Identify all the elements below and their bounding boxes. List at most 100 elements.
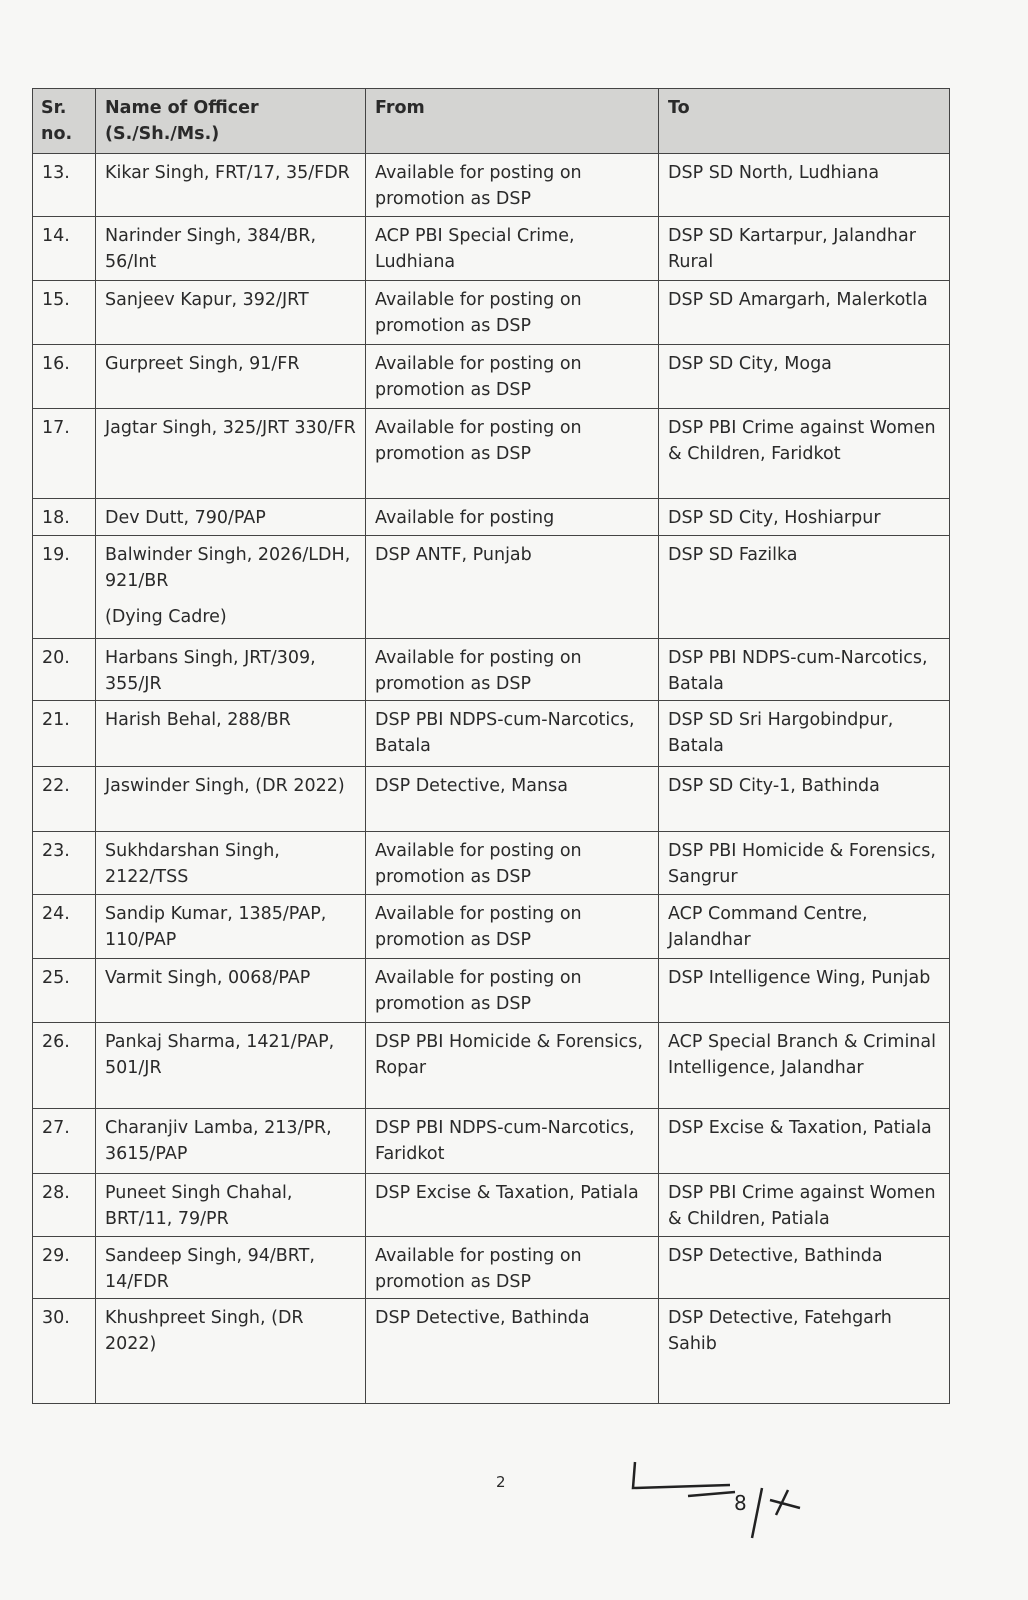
sr-no-cell: 15. bbox=[32, 280, 96, 345]
table-row: 22. Jaswinder Singh, (DR 2022) DSP Detecti… bbox=[32, 766, 950, 832]
sr-no-cell-text: 27. bbox=[42, 1118, 70, 1138]
to-cell: DSP Detective, Fatehgarh Sahib bbox=[658, 1298, 950, 1404]
sr-no-cell: 18. bbox=[32, 498, 96, 536]
sr-no-cell-text: 18. bbox=[42, 508, 70, 528]
sr-no-cell: 28. bbox=[32, 1173, 96, 1237]
to-cell-text: DSP SD Fazilka bbox=[668, 545, 798, 565]
header-from: From bbox=[365, 88, 659, 154]
header-name: Name of Officer (S./Sh./Ms.) bbox=[95, 88, 366, 154]
from-cell-text: Available for posting on promotion as DS… bbox=[375, 163, 582, 209]
sr-no-cell-text: 16. bbox=[42, 354, 70, 374]
from-cell: Available for posting on promotion as DS… bbox=[365, 831, 659, 895]
officer-name-cell: Charanjiv Lamba, 213/PR, 3615/PAP bbox=[95, 1108, 366, 1174]
from-cell-text: ACP PBI Special Crime, Ludhiana bbox=[375, 226, 575, 272]
sr-no-cell-text: 29. bbox=[42, 1246, 70, 1266]
officer-name-cell: Dev Dutt, 790/PAP bbox=[95, 498, 366, 536]
officer-name-cell: Harbans Singh, JRT/309, 355/JR bbox=[95, 638, 366, 701]
officer-name-cell-text: Kikar Singh, FRT/17, 35/FDR bbox=[105, 163, 350, 183]
table-header-row: Sr. no. Name of Officer (S./Sh./Ms.) Fro… bbox=[32, 88, 950, 154]
from-cell-text: Available for posting on promotion as DS… bbox=[375, 354, 582, 400]
to-cell-text: DSP SD City, Hoshiarpur bbox=[668, 508, 881, 528]
sr-no-cell-text: 28. bbox=[42, 1183, 70, 1203]
from-cell: Available for posting on promotion as DS… bbox=[365, 153, 659, 217]
svg-text:8: 8 bbox=[734, 1491, 747, 1515]
from-cell-text: DSP PBI Homicide & Forensics, Ropar bbox=[375, 1032, 643, 1078]
table-row: 18. Dev Dutt, 790/PAP Available for postin… bbox=[32, 498, 950, 536]
sr-no-cell: 13. bbox=[32, 153, 96, 217]
to-cell-text: DSP SD Kartarpur, Jalandhar Rural bbox=[668, 226, 916, 272]
officer-name-cell-text: Jaswinder Singh, (DR 2022) bbox=[105, 776, 345, 796]
officer-name-cell-text: Puneet Singh Chahal, BRT/11, 79/PR bbox=[105, 1183, 293, 1229]
to-cell: DSP SD City-1, Bathinda bbox=[658, 766, 950, 832]
from-cell-text: DSP Excise & Taxation, Patiala bbox=[375, 1183, 639, 1203]
sr-no-cell: 23. bbox=[32, 831, 96, 895]
from-cell-text: DSP ANTF, Punjab bbox=[375, 545, 532, 565]
officer-name-cell: Sandip Kumar, 1385/PAP, 110/PAP bbox=[95, 894, 366, 959]
page-number: 2 bbox=[496, 1473, 506, 1491]
officer-name-cell-text: Charanjiv Lamba, 213/PR, 3615/PAP bbox=[105, 1118, 332, 1164]
table-row: 29. Sandeep Singh, 94/BRT, 14/FDR Availabl… bbox=[32, 1236, 950, 1299]
to-cell: DSP Intelligence Wing, Punjab bbox=[658, 958, 950, 1023]
to-cell: DSP SD North, Ludhiana bbox=[658, 153, 950, 217]
sr-no-cell: 20. bbox=[32, 638, 96, 701]
to-cell-text: DSP SD Amargarh, Malerkotla bbox=[668, 290, 928, 310]
table-row: 28. Puneet Singh Chahal, BRT/11, 79/PR DSP… bbox=[32, 1173, 950, 1237]
table-row: 15. Sanjeev Kapur, 392/JRT Available for p… bbox=[32, 280, 950, 345]
sr-no-cell-text: 15. bbox=[42, 290, 70, 310]
sr-no-cell: 30. bbox=[32, 1298, 96, 1404]
table-row: 24. Sandip Kumar, 1385/PAP, 110/PAP Availa… bbox=[32, 894, 950, 959]
to-cell: DSP PBI NDPS-cum-Narcotics, Batala bbox=[658, 638, 950, 701]
from-cell: Available for posting on promotion as DS… bbox=[365, 638, 659, 701]
from-cell-text: DSP Detective, Bathinda bbox=[375, 1308, 590, 1328]
from-cell: DSP PBI Homicide & Forensics, Ropar bbox=[365, 1022, 659, 1109]
officer-name-cell-text: Balwinder Singh, 2026/LDH, 921/BR bbox=[105, 545, 351, 591]
sr-no-cell: 22. bbox=[32, 766, 96, 832]
from-cell: Available for posting on promotion as DS… bbox=[365, 958, 659, 1023]
sr-no-cell-text: 30. bbox=[42, 1308, 70, 1328]
to-cell-text: DSP Detective, Bathinda bbox=[668, 1246, 883, 1266]
transfer-table: Sr. no. Name of Officer (S./Sh./Ms.) Fro… bbox=[32, 88, 950, 1404]
officer-name-cell-text: Jagtar Singh, 325/JRT 330/FR bbox=[105, 418, 356, 438]
table-row: 16. Gurpreet Singh, 91/FR Available for po… bbox=[32, 344, 950, 409]
officer-name-cell: Varmit Singh, 0068/PAP bbox=[95, 958, 366, 1023]
officer-name-cell: Harish Behal, 288/BR bbox=[95, 700, 366, 767]
sr-no-cell-text: 22. bbox=[42, 776, 70, 796]
to-cell: DSP SD City, Hoshiarpur bbox=[658, 498, 950, 536]
sr-no-cell-text: 19. bbox=[42, 545, 70, 565]
from-cell: Available for posting on promotion as DS… bbox=[365, 408, 659, 499]
officer-name-cell: Puneet Singh Chahal, BRT/11, 79/PR bbox=[95, 1173, 366, 1237]
to-cell-text: DSP Detective, Fatehgarh Sahib bbox=[668, 1308, 892, 1354]
officer-name-cell-text: Harish Behal, 288/BR bbox=[105, 710, 291, 730]
officer-name-cell: Narinder Singh, 384/BR, 56/Int bbox=[95, 216, 366, 281]
officer-name-cell: Sanjeev Kapur, 392/JRT bbox=[95, 280, 366, 345]
sr-no-cell: 24. bbox=[32, 894, 96, 959]
to-cell: DSP SD Sri Hargobindpur, Batala bbox=[658, 700, 950, 767]
to-cell-text: DSP PBI NDPS-cum-Narcotics, Batala bbox=[668, 648, 928, 694]
sr-no-cell-text: 24. bbox=[42, 904, 70, 924]
officer-name-cell: Jaswinder Singh, (DR 2022) bbox=[95, 766, 366, 832]
header-to: To bbox=[658, 88, 950, 154]
table-row: 26. Pankaj Sharma, 1421/PAP, 501/JR DSP PB… bbox=[32, 1022, 950, 1109]
from-cell-text: DSP PBI NDPS-cum-Narcotics, Faridkot bbox=[375, 1118, 635, 1164]
officer-name-cell: Sukhdarshan Singh, 2122/TSS bbox=[95, 831, 366, 895]
sr-no-cell: 27. bbox=[32, 1108, 96, 1174]
officer-name-cell-text: Sanjeev Kapur, 392/JRT bbox=[105, 290, 309, 310]
from-cell: DSP Detective, Mansa bbox=[365, 766, 659, 832]
from-cell-text: Available for posting on promotion as DS… bbox=[375, 841, 582, 887]
table-row: 19. Balwinder Singh, 2026/LDH, 921/BR (Dyi… bbox=[32, 535, 950, 639]
officer-name-cell-text: Varmit Singh, 0068/PAP bbox=[105, 968, 311, 988]
from-cell: DSP PBI NDPS-cum-Narcotics, Batala bbox=[365, 700, 659, 767]
to-cell: ACP Command Centre, Jalandhar bbox=[658, 894, 950, 959]
to-cell-text: DSP PBI Crime against Women & Children, … bbox=[668, 418, 936, 464]
table-row: 13. Kikar Singh, FRT/17, 35/FDR Available … bbox=[32, 153, 950, 217]
to-cell: DSP SD Kartarpur, Jalandhar Rural bbox=[658, 216, 950, 281]
officer-name-cell: Khushpreet Singh, (DR 2022) bbox=[95, 1298, 366, 1404]
to-cell: DSP SD City, Moga bbox=[658, 344, 950, 409]
from-cell-text: DSP Detective, Mansa bbox=[375, 776, 568, 796]
sr-no-cell: 16. bbox=[32, 344, 96, 409]
to-cell: ACP Special Branch & Criminal Intelligen… bbox=[658, 1022, 950, 1109]
officer-name-cell: Jagtar Singh, 325/JRT 330/FR bbox=[95, 408, 366, 499]
to-cell: DSP PBI Crime against Women & Children, … bbox=[658, 408, 950, 499]
table-row: 21. Harish Behal, 288/BR DSP PBI NDPS-cum-… bbox=[32, 700, 950, 767]
to-cell: DSP SD Fazilka bbox=[658, 535, 950, 639]
